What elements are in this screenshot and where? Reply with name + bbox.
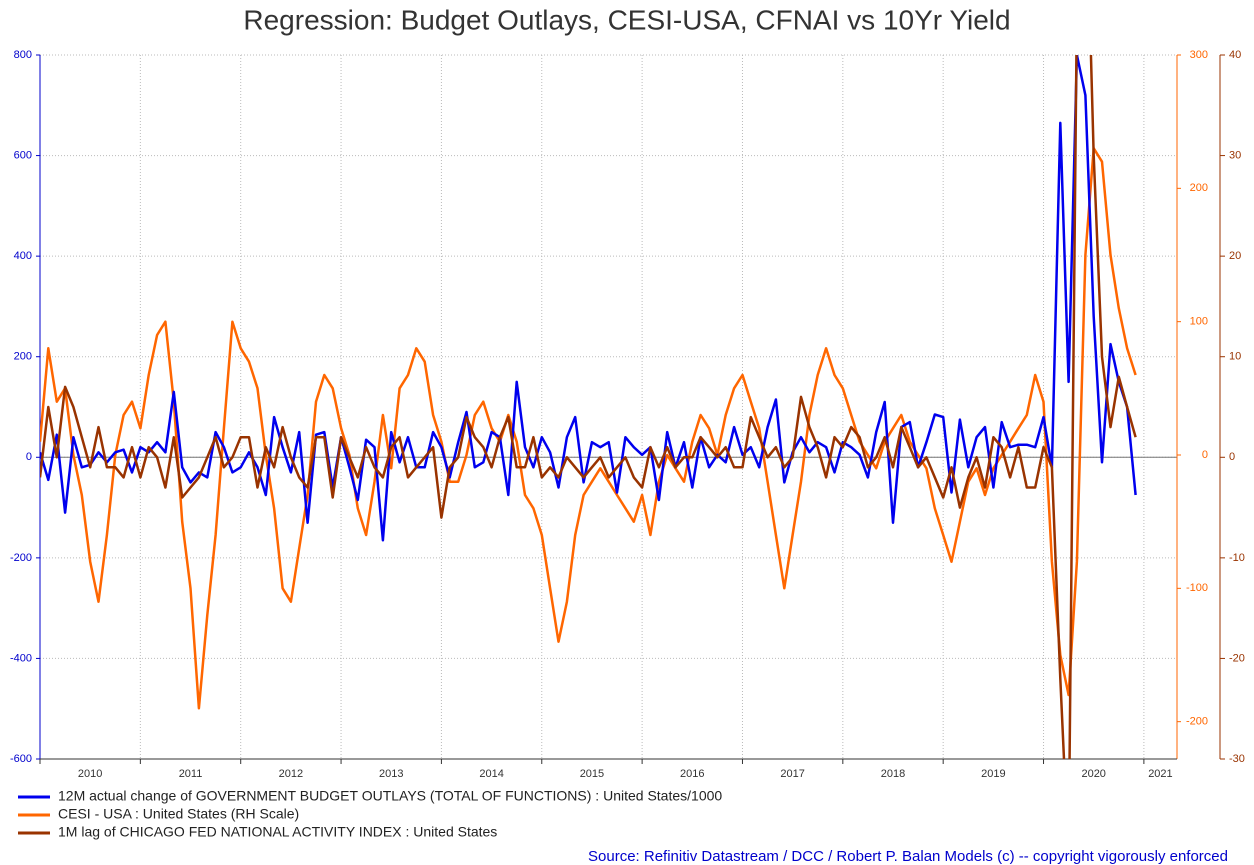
y-tick-label: -200 (10, 552, 32, 564)
x-tick-label: 2011 (179, 768, 203, 780)
y3-tick-label: 20 (1229, 250, 1241, 262)
y-tick-label: 400 (14, 250, 32, 262)
x-tick-label: 2017 (780, 768, 804, 780)
y2-tick-label: 100 (1190, 316, 1208, 328)
y3-tick-label: -20 (1229, 652, 1245, 664)
y-tick-label: -600 (10, 753, 32, 765)
y-tick-label: 600 (14, 149, 32, 161)
chart-title: Regression: Budget Outlays, CESI-USA, CF… (243, 4, 1010, 35)
y-tick-label: 200 (14, 351, 32, 363)
x-tick-label: 2012 (279, 768, 303, 780)
x-tick-label: 2019 (981, 768, 1005, 780)
legend-label: 1M lag of CHICAGO FED NATIONAL ACTIVITY … (58, 824, 497, 840)
plot-area (40, 55, 1137, 759)
y3-tick-label: -10 (1229, 552, 1245, 564)
y3-tick-label: 30 (1229, 149, 1241, 161)
series-line (40, 55, 1137, 542)
y2-tick-label: -200 (1186, 716, 1208, 728)
source-note: Source: Refinitiv Datastream / DCC / Rob… (588, 848, 1228, 865)
y2-tick-label: 200 (1190, 182, 1208, 194)
y-tick-label: 800 (14, 49, 32, 61)
x-tick-label: 2015 (580, 768, 604, 780)
legend-label: 12M actual change of GOVERNMENT BUDGET O… (58, 788, 722, 804)
y2-tick-label: 300 (1190, 49, 1208, 61)
y3-tick-label: 40 (1229, 49, 1241, 61)
x-tick-label: 2016 (680, 768, 704, 780)
y-tick-label: 0 (26, 451, 32, 463)
y-tick-label: -400 (10, 652, 32, 664)
y3-tick-label: 10 (1229, 351, 1241, 363)
legend-label: CESI - USA : United States (RH Scale) (58, 806, 299, 822)
series-line (40, 55, 1137, 759)
y3-tick-label: 0 (1229, 451, 1235, 463)
x-tick-label: 2010 (78, 768, 102, 780)
x-tick-label: 2021 (1148, 768, 1172, 780)
x-tick-label: 2014 (479, 768, 503, 780)
y3-tick-label: -30 (1229, 753, 1245, 765)
x-tick-label: 2018 (881, 768, 905, 780)
x-tick-label: 2020 (1081, 768, 1105, 780)
y2-tick-label: 0 (1202, 449, 1208, 461)
x-tick-label: 2013 (379, 768, 403, 780)
y2-tick-label: -100 (1186, 582, 1208, 594)
